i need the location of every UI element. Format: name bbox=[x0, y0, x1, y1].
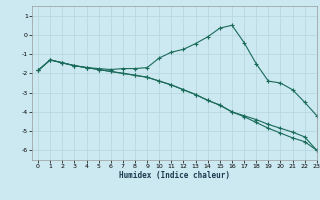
X-axis label: Humidex (Indice chaleur): Humidex (Indice chaleur) bbox=[119, 171, 230, 180]
